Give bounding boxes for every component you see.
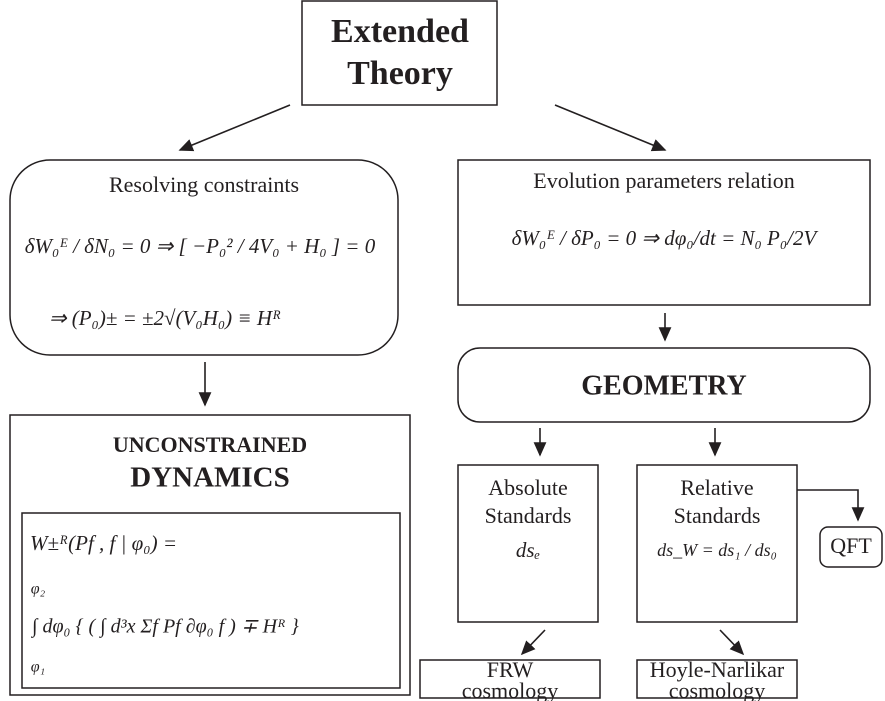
node-label: Resolving constraints (109, 172, 299, 197)
arrow (520, 629, 546, 656)
arrow (554, 104, 667, 152)
node-box (457, 347, 871, 423)
node-box (457, 159, 871, 306)
node-box (636, 659, 798, 699)
node-box (419, 659, 601, 699)
formula: φ₁ (31, 659, 45, 676)
inner-box (21, 512, 401, 689)
node-box (457, 464, 599, 623)
node-label: Absolute (488, 475, 567, 500)
node-label: Relative (680, 475, 753, 500)
arrow (178, 104, 291, 152)
node-label: cosmology (462, 678, 559, 701)
arrow (797, 489, 865, 522)
node-label: QFT (830, 533, 872, 558)
node-label: Standards (674, 503, 761, 528)
formula: dsₑ (516, 538, 540, 562)
arrow (719, 629, 745, 656)
node-box (819, 526, 883, 568)
node-label: DYNAMICS (130, 462, 290, 494)
formula: W±ᴿ(Pf , f | φ₀) = (30, 531, 177, 555)
node-label: FRW (487, 657, 534, 682)
node-label: Hoyle-Narlikar (650, 657, 785, 682)
node-label: cosmology (669, 678, 766, 701)
node-label: Theory (347, 55, 453, 92)
formula: δW₀ᴱ / δN₀ = 0 ⇒ [ −P₀² / 4V₀ + H₀ ] = 0 (25, 234, 376, 258)
node-box (301, 0, 498, 106)
formula: ⇒ (P₀)± = ±2√(V₀H₀) ≡ Hᴿ (49, 306, 281, 330)
formula: ds_W = ds₁ / ds₀ (657, 540, 777, 560)
formula: φ₂ (31, 581, 46, 598)
node-label: GEOMETRY (581, 370, 746, 401)
node-label: Extended (331, 13, 469, 50)
node-box (636, 464, 798, 623)
formula: ∫ dφ₀ { ( ∫ d³x Σf Pf ∂φ₀ f ) ∓ Hᴿ } (30, 616, 299, 639)
node-label: UNCONSTRAINED (113, 432, 307, 457)
node-label: Standards (485, 503, 572, 528)
formula: δW₀ᴱ / δP₀ = 0 ⇒ dφ₀/dt = N₀ P₀/2V (512, 226, 819, 250)
node-box (9, 159, 399, 356)
node-label: Evolution parameters relation (533, 168, 794, 193)
